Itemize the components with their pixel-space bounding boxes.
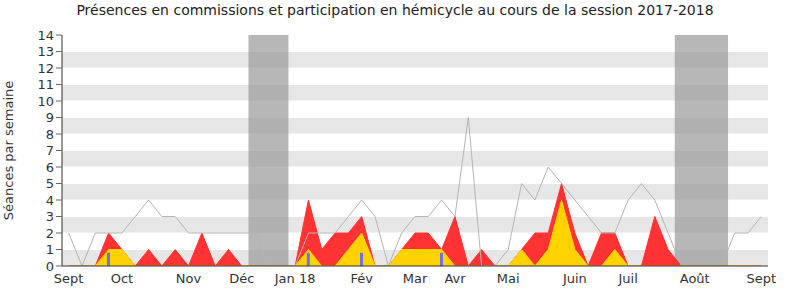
svg-text:Séances par semaine: Séances par semaine [8,81,16,220]
svg-text:Sept: Sept [747,271,777,286]
svg-text:Sept: Sept [54,271,84,286]
svg-text:10: 10 [37,94,54,109]
svg-text:8: 8 [46,127,54,142]
svg-text:14: 14 [37,28,54,43]
svg-text:Fév: Fév [350,271,373,286]
svg-text:13: 13 [37,44,54,59]
svg-text:1: 1 [46,242,54,257]
svg-text:5: 5 [46,176,54,191]
svg-text:Juin: Juin [562,271,587,286]
svg-text:Avr: Avr [444,271,466,286]
svg-text:Oct: Oct [111,271,133,286]
svg-text:Jan 18: Jan 18 [274,271,316,286]
svg-text:Déc: Déc [229,271,254,286]
svg-text:6: 6 [46,160,54,175]
svg-text:2: 2 [46,226,54,241]
svg-text:12: 12 [37,61,54,76]
svg-text:9: 9 [46,110,54,125]
svg-text:Nov: Nov [176,271,202,286]
svg-text:Mai: Mai [497,271,520,286]
svg-text:0: 0 [46,259,54,274]
svg-text:11: 11 [37,77,54,92]
svg-text:Mar: Mar [403,271,428,286]
svg-text:4: 4 [46,193,54,208]
html-text:Présences en commissions et pa: Présences en commissions et participatio… [76,2,714,18]
svg-text:Juil: Juil [617,271,637,286]
svg-text:7: 7 [46,143,54,158]
svg-text:Août: Août [680,271,710,286]
svg-text:3: 3 [46,209,54,224]
